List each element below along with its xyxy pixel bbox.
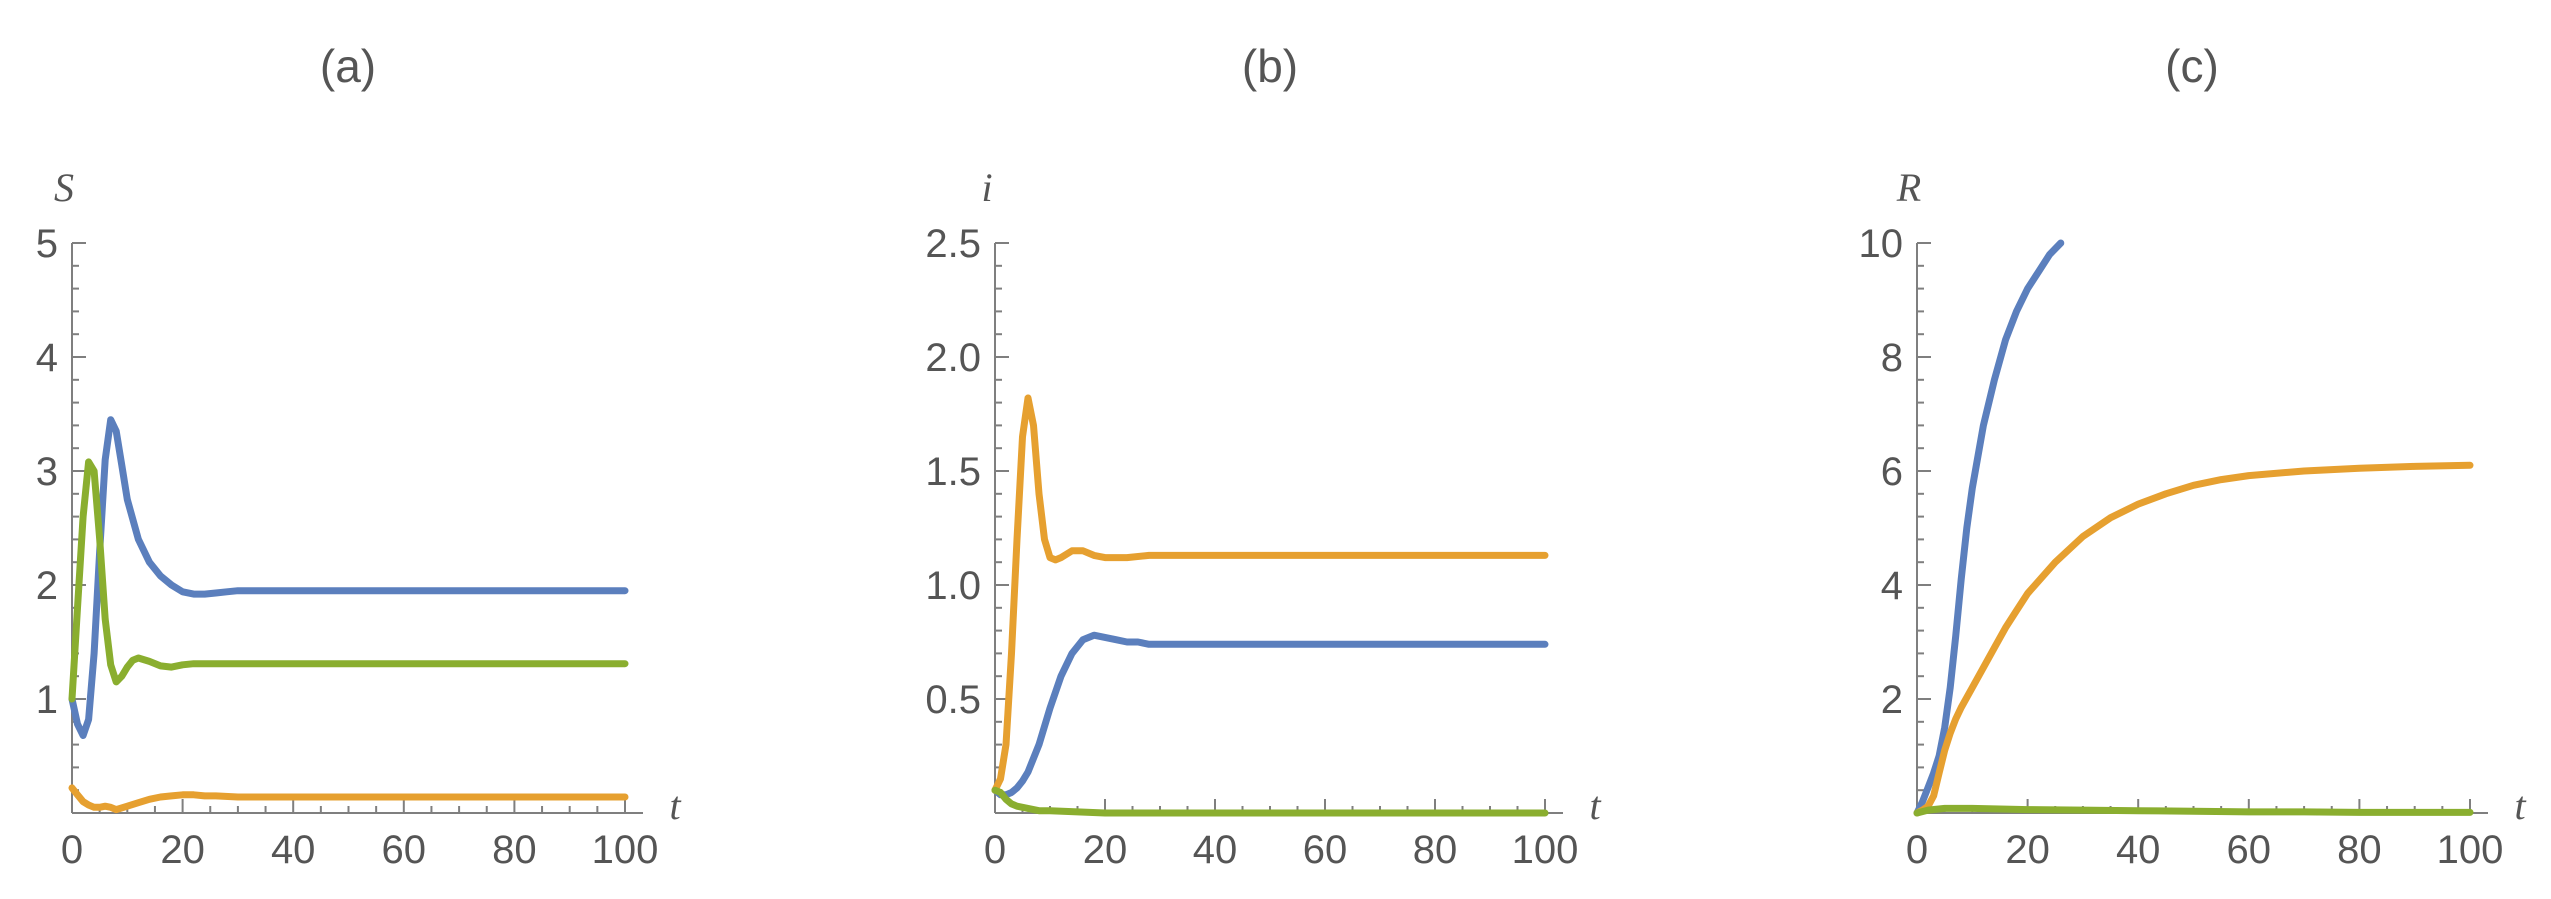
y-tick-label: 3 [36, 450, 58, 494]
y-tick-label: 1 [36, 678, 58, 722]
series-line-2 [991, 786, 1549, 817]
panel-title: (c) [2165, 40, 2219, 92]
x-tick-label: 0 [61, 828, 83, 872]
x-axis-label: t [2514, 783, 2526, 828]
x-tick-label: 80 [1413, 828, 1458, 872]
x-tick-label: 20 [2005, 828, 2050, 872]
panel-title: (a) [320, 40, 376, 92]
series-line-2 [68, 458, 629, 703]
y-tick-label: 6 [1881, 450, 1903, 494]
series-line-2 [1913, 804, 2474, 817]
y-axis-label: R [1896, 165, 1921, 210]
panel-a: (a) 0 20 40 60 80 100 1 2 3 4 5 t S [36, 40, 682, 872]
x-tick-label: 20 [160, 828, 205, 872]
y-tick-label: 2.5 [925, 222, 981, 266]
x-tick-label: 80 [2337, 828, 2382, 872]
series-line-0 [68, 416, 629, 739]
x-tick-label: 40 [2116, 828, 2161, 872]
x-tick-label: 0 [1906, 828, 1928, 872]
y-tick-label: 4 [36, 336, 58, 380]
x-tick-label: 100 [592, 828, 659, 872]
x-tick-label: 20 [1083, 828, 1128, 872]
y-tick-label: 1.5 [925, 450, 981, 494]
y-axis-label: i [981, 165, 992, 210]
panel-c: (c) 0 20 40 60 80 100 2 4 6 8 10 t R [1859, 40, 2527, 872]
x-tick-label: 60 [2227, 828, 2272, 872]
y-tick-label: 2 [36, 564, 58, 608]
x-tick-label: 100 [1512, 828, 1579, 872]
y-tick-label: 8 [1881, 336, 1903, 380]
y-tick-label: 0.5 [925, 678, 981, 722]
y-tick-label: 10 [1859, 222, 1904, 266]
x-tick-label: 80 [492, 828, 537, 872]
y-tick-label: 2 [1881, 678, 1903, 722]
series-line-1 [1913, 461, 2474, 817]
panel-b: (b) 0 20 40 60 80 100 0.5 1.0 1.5 2.0 2.5 t i [925, 40, 1601, 872]
y-axis-label: S [54, 165, 74, 210]
x-axis-label: t [1589, 783, 1601, 828]
x-tick-label: 60 [1303, 828, 1348, 872]
x-tick-label: 60 [382, 828, 427, 872]
x-tick-label: 40 [271, 828, 316, 872]
y-tick-label: 5 [36, 222, 58, 266]
x-tick-label: 0 [984, 828, 1006, 872]
y-tick-label: 2.0 [925, 336, 981, 380]
y-tick-label: 1.0 [925, 564, 981, 608]
x-axis-label: t [669, 783, 681, 828]
y-tick-label: 4 [1881, 564, 1903, 608]
series-line-0 [991, 631, 1549, 799]
panel-title: (b) [1242, 40, 1298, 92]
x-tick-label: 40 [1193, 828, 1238, 872]
series-line-1 [68, 784, 629, 814]
series-line-1 [991, 394, 1549, 794]
x-tick-label: 100 [2437, 828, 2504, 872]
series-line-0 [1913, 239, 2065, 817]
